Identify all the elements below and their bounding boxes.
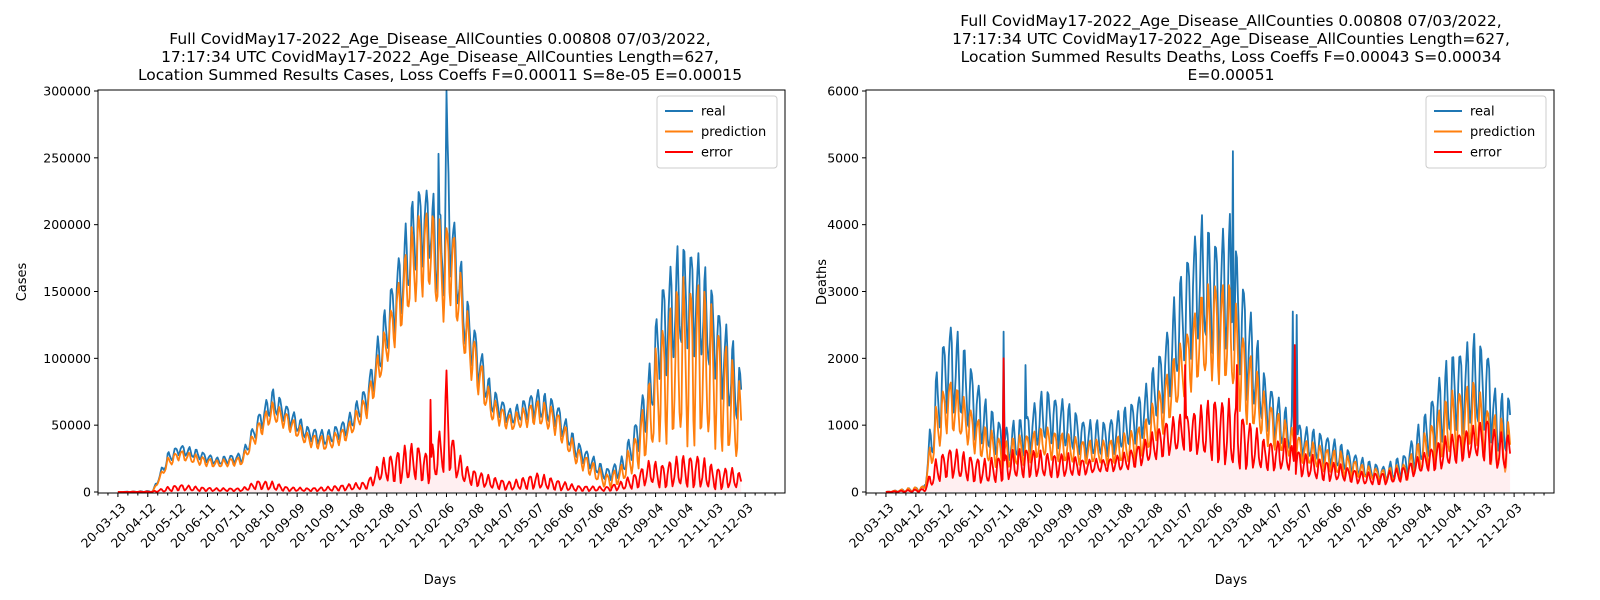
deaths-legend: real prediction error	[1425, 95, 1547, 169]
cases-legend-label-real: real	[701, 105, 726, 120]
cases-series-lines	[117, 90, 743, 493]
deaths-plot-area: 010002000300040005000600020-03-1320-04-1…	[827, 84, 1555, 551]
deaths-y-tick-label: 5000	[827, 150, 859, 165]
cases-chart-title-line-1: Full CovidMay17-2022_Age_Disease_AllCoun…	[169, 30, 710, 49]
deaths-y-tick-label: 1000	[827, 418, 859, 433]
deaths-legend-label-error: error	[1470, 146, 1502, 161]
deaths-y-tick-label: 6000	[827, 84, 859, 99]
deaths-y-tick-label: 3000	[827, 284, 859, 299]
deaths-y-axis-label: Deaths	[815, 259, 830, 305]
cases-plot-area: 05000010000015000020000025000030000020-0…	[43, 84, 786, 551]
deaths-series-lines	[885, 150, 1511, 493]
cases-legend: real prediction error	[656, 95, 778, 169]
cases-y-tick-label: 200000	[43, 217, 91, 232]
cases-legend-label-prediction: prediction	[701, 125, 766, 140]
cases-legend-label-error: error	[701, 146, 733, 161]
deaths-chart-title-line-1: Full CovidMay17-2022_Age_Disease_AllCoun…	[960, 12, 1501, 31]
cases-y-tick-label: 100000	[43, 351, 91, 366]
cases-legend-frame	[656, 95, 778, 169]
deaths-y-tick-label: 4000	[827, 217, 859, 232]
cases-chart-title-line-2: 17:17:34 UTC CovidMay17-2022_Age_Disease…	[161, 48, 719, 67]
deaths-x-axis-label: Days	[1215, 573, 1248, 588]
deaths-y-tick-label: 0	[851, 485, 859, 500]
deaths-legend-frame	[1425, 95, 1547, 169]
cases-y-tick-label: 150000	[43, 284, 91, 299]
cases-x-axis-label: Days	[424, 573, 457, 588]
cases-series-error	[117, 369, 743, 493]
deaths-y-tick-label: 2000	[827, 351, 859, 366]
deaths-error-fill	[885, 345, 1511, 492]
cases-y-tick-label: 250000	[43, 150, 91, 165]
deaths-legend-label-prediction: prediction	[1470, 125, 1535, 140]
deaths-chart-title-line-2: 17:17:34 UTC CovidMay17-2022_Age_Disease…	[952, 30, 1510, 49]
deaths-chart-title-line-3: Location Summed Results Deaths, Loss Coe…	[961, 48, 1502, 66]
deaths-chart: Full CovidMay17-2022_Age_Disease_AllCoun…	[815, 12, 1555, 588]
deaths-chart-title-line-4: E=0.00051	[1188, 66, 1275, 84]
cases-y-tick-label: 300000	[43, 84, 91, 99]
cases-y-tick-label: 0	[83, 485, 91, 500]
cases-series-prediction	[117, 212, 743, 493]
cases-y-tick-label: 50000	[51, 418, 91, 433]
deaths-legend-label-real: real	[1470, 105, 1495, 120]
deaths-series-error	[885, 344, 1511, 493]
cases-chart: Full CovidMay17-2022_Age_Disease_AllCoun…	[15, 30, 786, 588]
cases-chart-title-line-3: Location Summed Results Cases, Loss Coef…	[138, 66, 742, 84]
cases-y-axis-label: Cases	[15, 262, 30, 301]
